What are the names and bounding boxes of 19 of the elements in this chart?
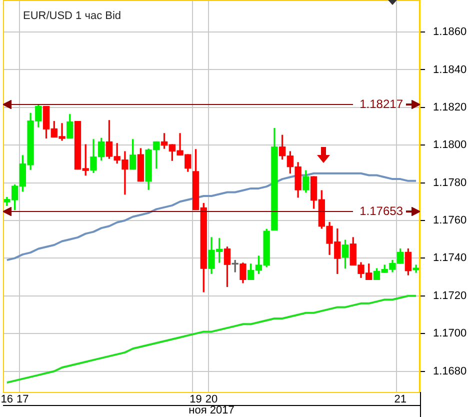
- y-tick-label: 1.1680: [433, 365, 467, 378]
- y-tick-label: 1.1760: [433, 214, 467, 227]
- x-tick-label: 21: [394, 394, 406, 406]
- y-tick-label: 1.1820: [433, 101, 467, 114]
- x-tick-label: 20: [205, 394, 218, 406]
- y-tick-label: 1.1860: [433, 26, 467, 38]
- ref-line-label: 1.18217: [360, 96, 404, 111]
- text: EUR/USD 1 час Bid: [23, 10, 122, 22]
- y-tick-label: 1.1800: [433, 139, 467, 152]
- ref-line-label: 1.17653: [360, 204, 404, 218]
- x-tick-label: 16: [0, 394, 14, 406]
- y-tick-label: 1.1720: [433, 290, 467, 302]
- x-axis-title: ноя 2017: [188, 404, 234, 416]
- x-tick-label: 17: [16, 394, 29, 406]
- y-tick-label: 1.1700: [433, 328, 467, 340]
- x-tick-label: 19: [190, 394, 202, 406]
- y-tick-label: 1.1780: [433, 176, 467, 189]
- y-tick-label: 1.1840: [433, 64, 467, 76]
- y-tick-label: 1.1740: [433, 252, 467, 264]
